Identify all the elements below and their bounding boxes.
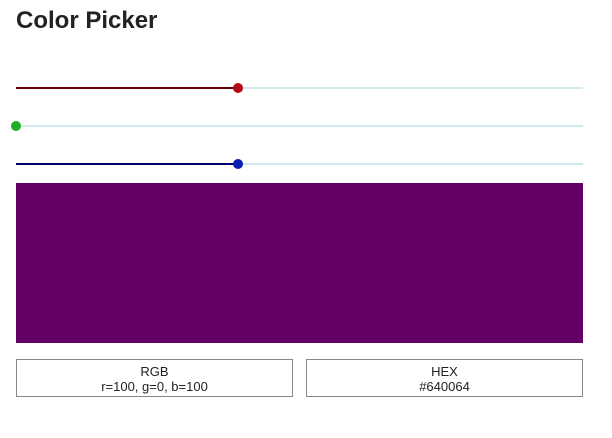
slider-track[interactable] [16, 87, 583, 89]
color-swatch [16, 183, 583, 343]
slider-track[interactable] [16, 163, 583, 165]
green-slider[interactable] [11, 119, 583, 133]
rgb-output: RGB r=100, g=0, b=100 [16, 359, 293, 397]
blue-slider[interactable] [16, 157, 583, 171]
hex-value: #640064 [419, 379, 470, 394]
page-title: Color Picker [16, 7, 158, 34]
slider-thumb[interactable] [11, 121, 21, 131]
rgb-label: RGB [140, 364, 169, 379]
slider-fill [16, 87, 238, 89]
rgb-value: r=100, g=0, b=100 [101, 379, 208, 394]
slider-track[interactable] [16, 125, 583, 127]
slider-thumb[interactable] [233, 83, 243, 93]
slider-fill [16, 163, 238, 165]
red-slider[interactable] [16, 81, 583, 95]
hex-output: HEX #640064 [306, 359, 583, 397]
slider-thumb[interactable] [233, 159, 243, 169]
hex-label: HEX [431, 364, 458, 379]
